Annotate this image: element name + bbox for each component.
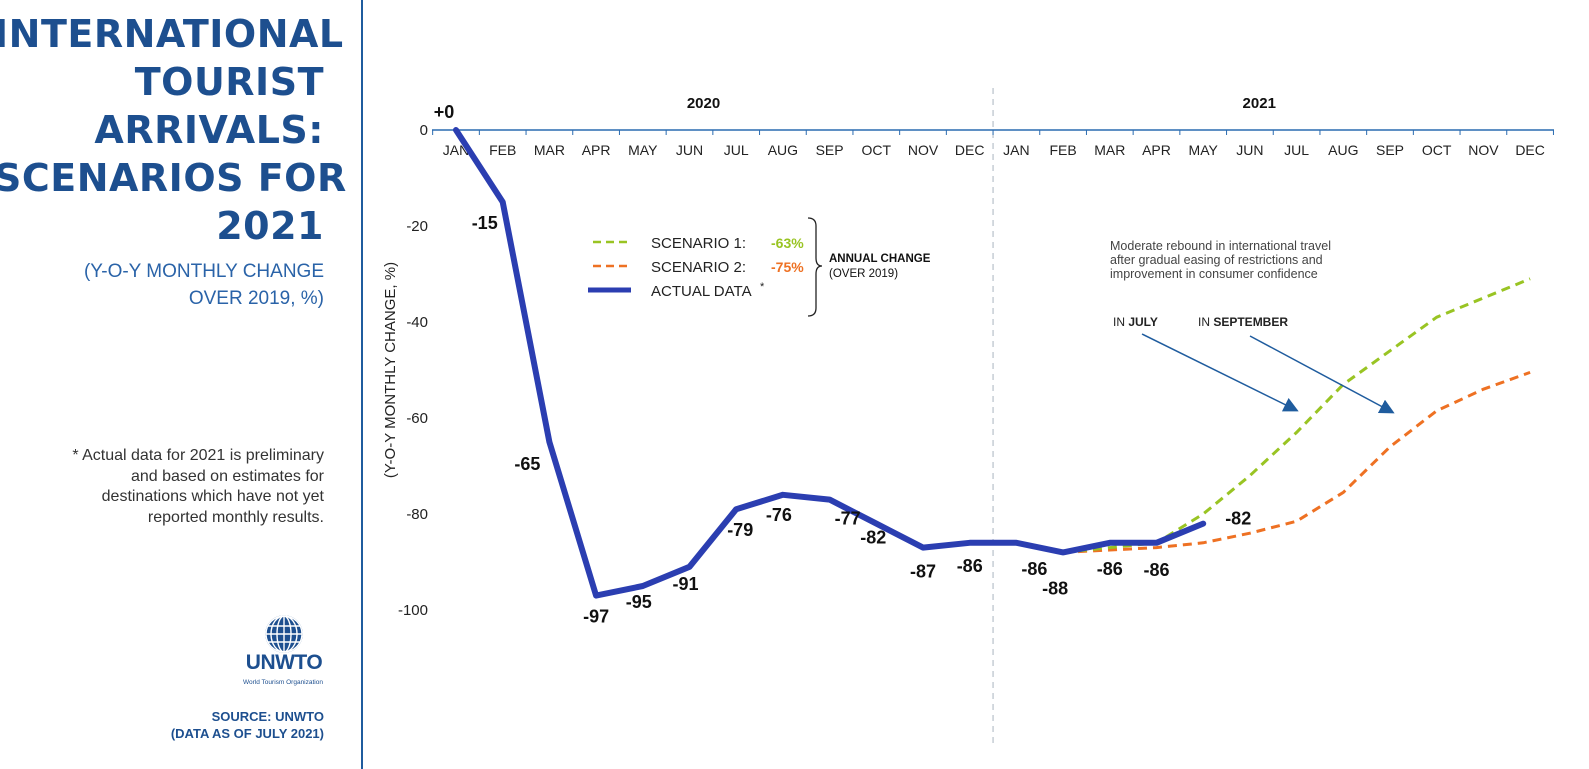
- x-tick-label: DEC: [955, 142, 985, 158]
- x-tick-label: SEP: [1376, 142, 1404, 158]
- x-tick-label: MAY: [1189, 142, 1219, 158]
- data-label: -82: [1225, 509, 1251, 529]
- y-tick-label: -100: [398, 602, 428, 619]
- x-tick-label: SEP: [816, 142, 844, 158]
- x-tick-label: AUG: [1328, 142, 1358, 158]
- x-tick-label: MAR: [534, 142, 565, 158]
- x-tick-label: JUN: [676, 142, 703, 158]
- data-label: -86: [957, 556, 983, 576]
- title-line: SCENARIOS FOR: [0, 156, 347, 200]
- data-label: -76: [766, 505, 792, 525]
- legend-scenario1-value: -63%: [771, 235, 804, 251]
- left-panel: INTERNATIONAL TOURIST ARRIVALS: SCENARIO…: [0, 0, 347, 769]
- line-chart: 2020 2021 JAN FEB MAR APR MAY JUN JUL AUG SEP OCT NO…: [382, 88, 1554, 745]
- bracket-subtitle: (OVER 2019): [829, 268, 898, 280]
- y-tick-label: -60: [406, 410, 428, 427]
- y-tick-label: -40: [406, 314, 428, 331]
- legend-scenario2-value: -75%: [771, 259, 804, 275]
- title-line: INTERNATIONAL: [0, 12, 344, 56]
- data-label: -95: [626, 592, 652, 612]
- data-label: +0: [434, 102, 455, 122]
- y-tick-label: 0: [420, 122, 428, 139]
- subtitle-line: OVER 2019, %): [188, 288, 324, 309]
- footnote-line: * Actual data for 2021 is preliminary: [72, 447, 324, 464]
- source-note: SOURCE: UNWTO (DATA AS OF JULY 2021): [4, 708, 324, 742]
- footnote: * Actual data for 2021 is preliminary an…: [4, 446, 324, 528]
- data-label: -88: [1042, 578, 1068, 598]
- y-tick-label: -20: [406, 218, 428, 235]
- scenario2-line: [1063, 370, 1531, 554]
- annotation-text: after gradual easing of restrictions and: [1110, 253, 1323, 267]
- legend-actual-label: ACTUAL DATA: [651, 283, 752, 300]
- x-tick-label: NOV: [1468, 142, 1499, 158]
- x-tick-label: JAN: [1003, 142, 1029, 158]
- bracket-title: ANNUAL CHANGE: [829, 253, 931, 265]
- data-label: -15: [472, 213, 498, 233]
- source-line: SOURCE: UNWTO: [211, 709, 324, 724]
- x-tick-label: JAN: [443, 142, 469, 158]
- data-label: -65: [514, 454, 540, 474]
- chart-title: INTERNATIONAL TOURIST ARRIVALS: SCENARIO…: [0, 10, 347, 250]
- x-tick-label: JUL: [724, 142, 749, 158]
- globe-icon: [265, 615, 303, 653]
- x-tick-label: MAR: [1094, 142, 1125, 158]
- chart-subtitle: (Y-O-Y MONTHLY CHANGE OVER 2019, %): [0, 258, 324, 312]
- source-line: (DATA AS OF JULY 2021): [170, 726, 324, 741]
- subtitle-line: (Y-O-Y MONTHLY CHANGE: [83, 261, 324, 282]
- title-line: TOURIST: [134, 60, 324, 104]
- data-label: -97: [583, 607, 609, 627]
- data-label: -82: [860, 528, 886, 548]
- x-tick-label: APR: [1142, 142, 1171, 158]
- title-line: 2021: [216, 204, 324, 248]
- x-tick-label: FEB: [489, 142, 516, 158]
- annotation-text: improvement in consumer confidence: [1110, 267, 1318, 281]
- x-tick-label: JUN: [1236, 142, 1263, 158]
- footnote-line: destinations which have not yet: [101, 488, 324, 505]
- data-label: -86: [1097, 559, 1123, 579]
- annotation-text: Moderate rebound in international travel: [1110, 239, 1331, 253]
- footnote-line: reported monthly results.: [147, 508, 324, 526]
- legend-scenario1-label: SCENARIO 1:: [651, 235, 746, 252]
- data-label: -86: [1143, 560, 1169, 580]
- data-label: -86: [1021, 559, 1047, 579]
- footnote-line: and based on estimates for: [130, 467, 324, 485]
- legend-asterisk: *: [760, 281, 765, 293]
- actual-data-line: [453, 127, 1207, 599]
- legend-bracket: [807, 217, 823, 317]
- data-label: -77: [835, 509, 861, 529]
- legend-scenario2-label: SCENARIO 2:: [651, 259, 746, 276]
- x-tick-label: JUL: [1284, 142, 1309, 158]
- x-tick-label: DEC: [1515, 142, 1545, 158]
- title-line: ARRIVALS:: [94, 108, 324, 152]
- panel-divider: [361, 0, 363, 769]
- arrow-label-september: IN SEPTEMBER: [1198, 315, 1288, 329]
- x-tick-label: MAY: [628, 142, 658, 158]
- y-tick-label: -80: [406, 506, 428, 523]
- x-tick-label: AUG: [768, 142, 798, 158]
- y-axis-label: (Y-O-Y MONTHLY CHANGE, %): [382, 262, 399, 478]
- x-tick-label: OCT: [1422, 142, 1452, 158]
- year-label: 2021: [1243, 95, 1276, 112]
- arrow-label-july: IN JULY: [1113, 315, 1158, 329]
- data-label: -91: [672, 574, 698, 594]
- x-tick-label: OCT: [862, 142, 892, 158]
- arrow-september: [1249, 335, 1395, 414]
- data-label: -79: [727, 520, 753, 540]
- data-label: -87: [910, 562, 936, 582]
- arrow-july: [1141, 333, 1299, 412]
- logo-subtitle: World Tourism Organization: [243, 679, 323, 686]
- x-tick-label: FEB: [1049, 142, 1076, 158]
- year-label: 2020: [687, 95, 720, 112]
- x-tick-label: APR: [582, 142, 611, 158]
- x-tick-label: NOV: [908, 142, 939, 158]
- logo-name: UNWTO: [245, 651, 323, 674]
